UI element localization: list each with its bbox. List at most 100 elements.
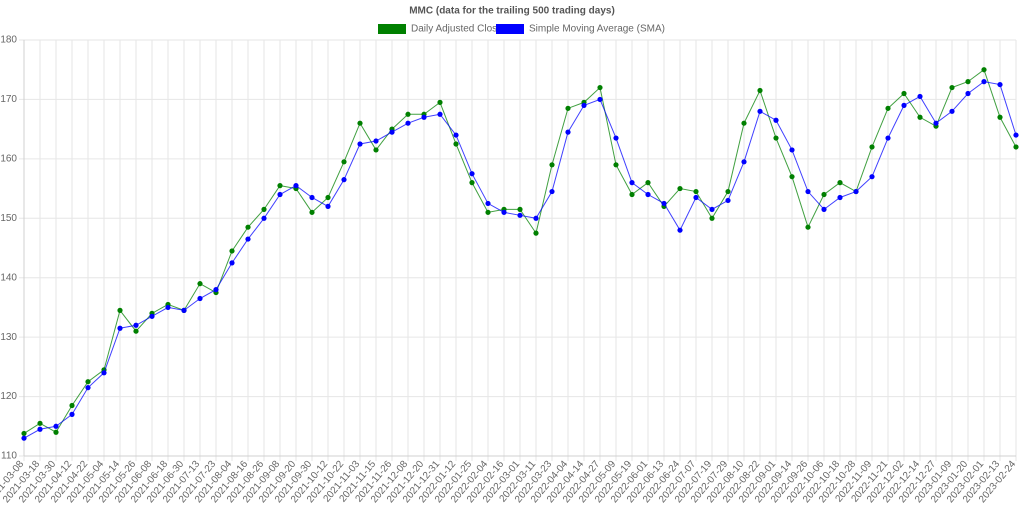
data-point-daily-adjusted-close[interactable] [789,174,795,180]
data-point-daily-adjusted-close[interactable] [597,84,603,91]
data-point-daily-adjusted-close[interactable] [885,105,891,111]
data-point-simple-moving-average-sma[interactable] [773,117,779,123]
data-point-daily-adjusted-close[interactable] [325,194,331,201]
data-point-daily-adjusted-close[interactable] [757,87,763,94]
data-point-simple-moving-average-sma[interactable] [485,200,491,207]
data-point-daily-adjusted-close[interactable] [197,281,203,287]
data-point-daily-adjusted-close[interactable] [309,209,315,215]
data-point-simple-moving-average-sma[interactable] [965,90,971,97]
data-point-simple-moving-average-sma[interactable] [149,313,155,319]
data-point-simple-moving-average-sma[interactable] [565,129,571,135]
data-point-daily-adjusted-close[interactable] [629,191,635,198]
data-point-daily-adjusted-close[interactable] [997,114,1003,120]
data-point-daily-adjusted-close[interactable] [85,379,91,385]
data-point-daily-adjusted-close[interactable] [37,420,43,426]
data-point-daily-adjusted-close[interactable] [405,111,411,117]
data-point-simple-moving-average-sma[interactable] [533,215,539,221]
data-point-daily-adjusted-close[interactable] [373,147,379,153]
data-point-simple-moving-average-sma[interactable] [405,120,411,126]
data-point-daily-adjusted-close[interactable] [709,215,715,221]
data-point-daily-adjusted-close[interactable] [261,206,267,212]
data-point-daily-adjusted-close[interactable] [485,209,491,215]
data-point-daily-adjusted-close[interactable] [949,84,955,91]
data-point-simple-moving-average-sma[interactable] [581,102,587,108]
data-point-daily-adjusted-close[interactable] [837,180,843,186]
data-point-daily-adjusted-close[interactable] [229,248,235,254]
data-point-daily-adjusted-close[interactable] [613,162,619,168]
data-point-simple-moving-average-sma[interactable] [1013,132,1019,138]
data-point-simple-moving-average-sma[interactable] [997,81,1003,88]
data-point-simple-moving-average-sma[interactable] [357,141,363,147]
data-point-simple-moving-average-sma[interactable] [693,194,699,201]
data-point-simple-moving-average-sma[interactable] [453,132,459,138]
data-point-simple-moving-average-sma[interactable] [69,411,75,417]
legend-item-adjusted-close[interactable]: Daily Adjusted Close [378,24,503,35]
data-point-simple-moving-average-sma[interactable] [101,370,107,376]
data-point-daily-adjusted-close[interactable] [357,120,363,126]
data-point-daily-adjusted-close[interactable] [741,120,747,126]
data-point-daily-adjusted-close[interactable] [1013,144,1019,150]
data-point-simple-moving-average-sma[interactable] [341,177,347,183]
data-point-simple-moving-average-sma[interactable] [789,147,795,153]
data-point-simple-moving-average-sma[interactable] [197,295,203,302]
data-point-simple-moving-average-sma[interactable] [821,206,827,212]
data-point-simple-moving-average-sma[interactable] [885,135,891,141]
data-point-simple-moving-average-sma[interactable] [309,194,315,201]
data-point-simple-moving-average-sma[interactable] [981,79,987,85]
data-point-simple-moving-average-sma[interactable] [725,197,731,204]
data-point-simple-moving-average-sma[interactable] [261,215,267,221]
data-point-simple-moving-average-sma[interactable] [677,227,683,233]
data-point-daily-adjusted-close[interactable] [677,185,683,192]
data-point-daily-adjusted-close[interactable] [117,307,123,313]
data-point-simple-moving-average-sma[interactable] [901,102,907,108]
data-point-daily-adjusted-close[interactable] [533,230,539,236]
data-point-simple-moving-average-sma[interactable] [661,200,667,207]
data-point-daily-adjusted-close[interactable] [773,135,779,141]
data-point-daily-adjusted-close[interactable] [917,114,923,120]
data-point-daily-adjusted-close[interactable] [693,188,699,195]
data-point-daily-adjusted-close[interactable] [133,328,139,334]
data-point-simple-moving-average-sma[interactable] [837,194,843,201]
data-point-simple-moving-average-sma[interactable] [133,322,139,328]
data-point-simple-moving-average-sma[interactable] [741,159,747,165]
data-point-simple-moving-average-sma[interactable] [517,212,523,218]
data-point-daily-adjusted-close[interactable] [453,141,459,147]
data-point-daily-adjusted-close[interactable] [341,159,347,165]
data-point-simple-moving-average-sma[interactable] [37,426,43,432]
legend-item-sma[interactable]: Simple Moving Average (SMA) [496,24,665,35]
data-point-daily-adjusted-close[interactable] [901,90,907,97]
data-point-simple-moving-average-sma[interactable] [757,108,763,114]
data-point-simple-moving-average-sma[interactable] [245,236,251,242]
data-point-simple-moving-average-sma[interactable] [213,287,219,293]
data-point-simple-moving-average-sma[interactable] [853,188,859,195]
data-point-simple-moving-average-sma[interactable] [869,174,875,180]
data-point-simple-moving-average-sma[interactable] [325,203,331,209]
data-point-simple-moving-average-sma[interactable] [117,325,123,331]
data-point-daily-adjusted-close[interactable] [245,224,251,230]
data-point-simple-moving-average-sma[interactable] [437,111,443,117]
data-point-simple-moving-average-sma[interactable] [709,206,715,212]
data-point-simple-moving-average-sma[interactable] [181,307,187,313]
data-point-daily-adjusted-close[interactable] [725,188,731,195]
data-point-simple-moving-average-sma[interactable] [933,120,939,126]
data-point-simple-moving-average-sma[interactable] [629,180,635,186]
data-point-simple-moving-average-sma[interactable] [597,96,603,103]
data-point-daily-adjusted-close[interactable] [549,162,555,168]
data-point-simple-moving-average-sma[interactable] [389,129,395,135]
data-point-daily-adjusted-close[interactable] [869,144,875,150]
data-point-daily-adjusted-close[interactable] [469,180,475,186]
data-point-simple-moving-average-sma[interactable] [293,183,299,189]
data-point-simple-moving-average-sma[interactable] [645,191,651,198]
data-point-daily-adjusted-close[interactable] [565,105,571,111]
data-point-simple-moving-average-sma[interactable] [85,385,91,391]
data-point-simple-moving-average-sma[interactable] [53,423,59,429]
data-point-simple-moving-average-sma[interactable] [613,135,619,141]
data-point-simple-moving-average-sma[interactable] [549,188,555,195]
data-point-simple-moving-average-sma[interactable] [917,93,923,100]
data-point-daily-adjusted-close[interactable] [437,99,443,105]
data-point-daily-adjusted-close[interactable] [69,402,75,409]
data-point-daily-adjusted-close[interactable] [821,191,827,198]
data-point-daily-adjusted-close[interactable] [981,67,987,73]
data-point-simple-moving-average-sma[interactable] [373,138,379,144]
data-point-simple-moving-average-sma[interactable] [805,188,811,195]
